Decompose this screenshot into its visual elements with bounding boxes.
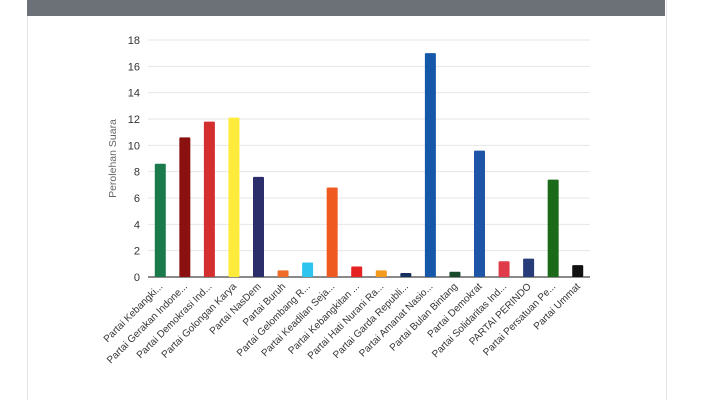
bar xyxy=(228,117,240,277)
bar xyxy=(253,176,264,277)
bar xyxy=(523,258,535,277)
y-tick-label: 6 xyxy=(134,193,140,205)
bar xyxy=(302,262,314,277)
y-axis-label: Perolehan Suara xyxy=(107,119,119,198)
y-tick-label: 0 xyxy=(134,272,140,284)
bar xyxy=(351,266,363,277)
bars xyxy=(154,53,584,277)
x-axis-ticks: Partai Kebangki...Partai Gerakan Indone.… xyxy=(102,281,583,366)
bar xyxy=(154,163,166,277)
bar xyxy=(474,150,485,277)
y-tick-label: 18 xyxy=(128,35,140,47)
y-tick-label: 2 xyxy=(134,246,140,258)
bar xyxy=(424,53,436,277)
bar xyxy=(326,187,338,277)
grid-lines xyxy=(148,39,590,278)
y-tick-label: 16 xyxy=(128,61,140,73)
y-tick-label: 10 xyxy=(128,140,140,152)
bar xyxy=(547,179,559,277)
y-tick-label: 4 xyxy=(134,219,140,231)
bar xyxy=(498,261,510,277)
bar xyxy=(375,270,387,277)
bar xyxy=(179,137,191,277)
bar xyxy=(277,270,289,277)
card-header-bar xyxy=(27,0,665,16)
bar xyxy=(203,121,215,277)
y-axis-ticks: 0 2 4 6 8 10 12 14 16 18 xyxy=(128,35,140,284)
bar xyxy=(400,273,412,277)
bar xyxy=(449,271,461,277)
y-tick-label: 12 xyxy=(128,114,140,126)
y-tick-label: 14 xyxy=(128,88,140,100)
bar xyxy=(572,265,584,277)
y-tick-label: 8 xyxy=(134,167,140,179)
